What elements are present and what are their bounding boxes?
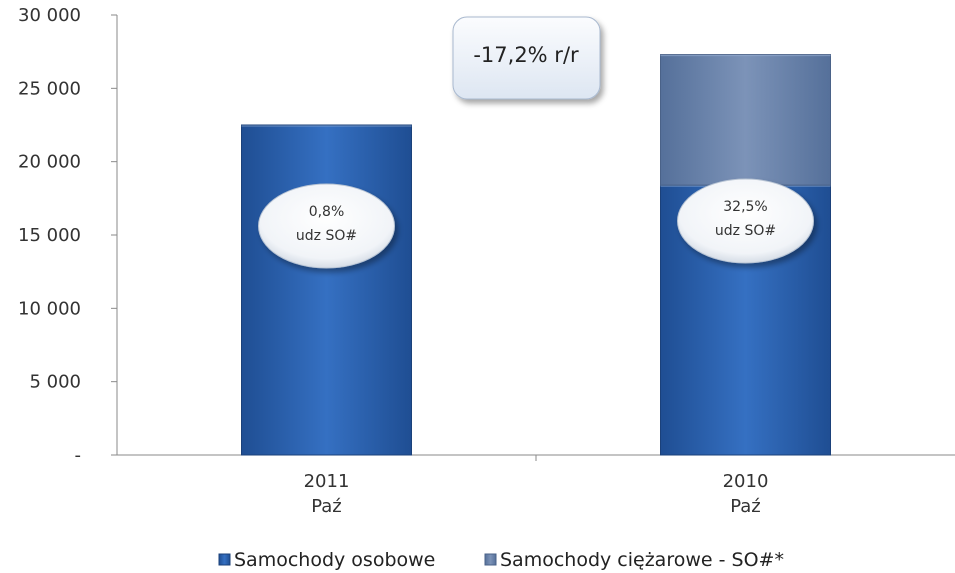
share-bubble xyxy=(677,178,814,264)
legend-swatch xyxy=(484,553,497,566)
y-tick-label: 5 000 xyxy=(29,372,81,393)
x-tick-label: Paź xyxy=(730,496,761,517)
share-bubble-text: udz SO# xyxy=(296,228,357,244)
bar-samochody-osobowe-0 xyxy=(241,124,412,456)
legend: Samochody osobowe Samochody ciężarowe - S… xyxy=(218,549,784,571)
x-tick-label: Paź xyxy=(311,496,342,517)
share-bubble-text: 0,8% xyxy=(309,204,345,220)
bar-samochody-ciezarowe-1 xyxy=(660,54,831,186)
y-tick-label: 15 000 xyxy=(18,225,81,246)
yoy-callout-text: -17,2% r/r xyxy=(473,43,579,67)
y-tick-label: 10 000 xyxy=(18,298,81,319)
legend-label: Samochody osobowe xyxy=(234,549,435,571)
share-bubbles: 0,8% udz SO# 32,5% udz SO# xyxy=(258,178,814,269)
x-tick-label: 2010 xyxy=(723,471,769,492)
y-tick-label: - xyxy=(75,445,82,466)
share-bubble xyxy=(258,183,395,269)
x-tick-label: 2011 xyxy=(304,471,350,492)
yoy-callout: -17,2% r/r xyxy=(452,16,601,100)
share-bubble-text: udz SO# xyxy=(715,223,776,239)
y-tick-label: 25 000 xyxy=(18,78,81,99)
legend-swatch xyxy=(218,553,231,566)
y-ticks: - 5 000 10 000 15 000 20 000 25 000 30 000 xyxy=(18,5,117,466)
x-ticks: 2011 Paź 2010 Paź xyxy=(304,455,769,517)
legend-label: Samochody ciężarowe - SO#* xyxy=(500,549,784,571)
y-tick-label: 30 000 xyxy=(18,5,81,26)
yoy-callout-box xyxy=(452,16,601,100)
share-bubble-text: 32,5% xyxy=(723,199,767,215)
y-tick-label: 20 000 xyxy=(18,152,81,173)
